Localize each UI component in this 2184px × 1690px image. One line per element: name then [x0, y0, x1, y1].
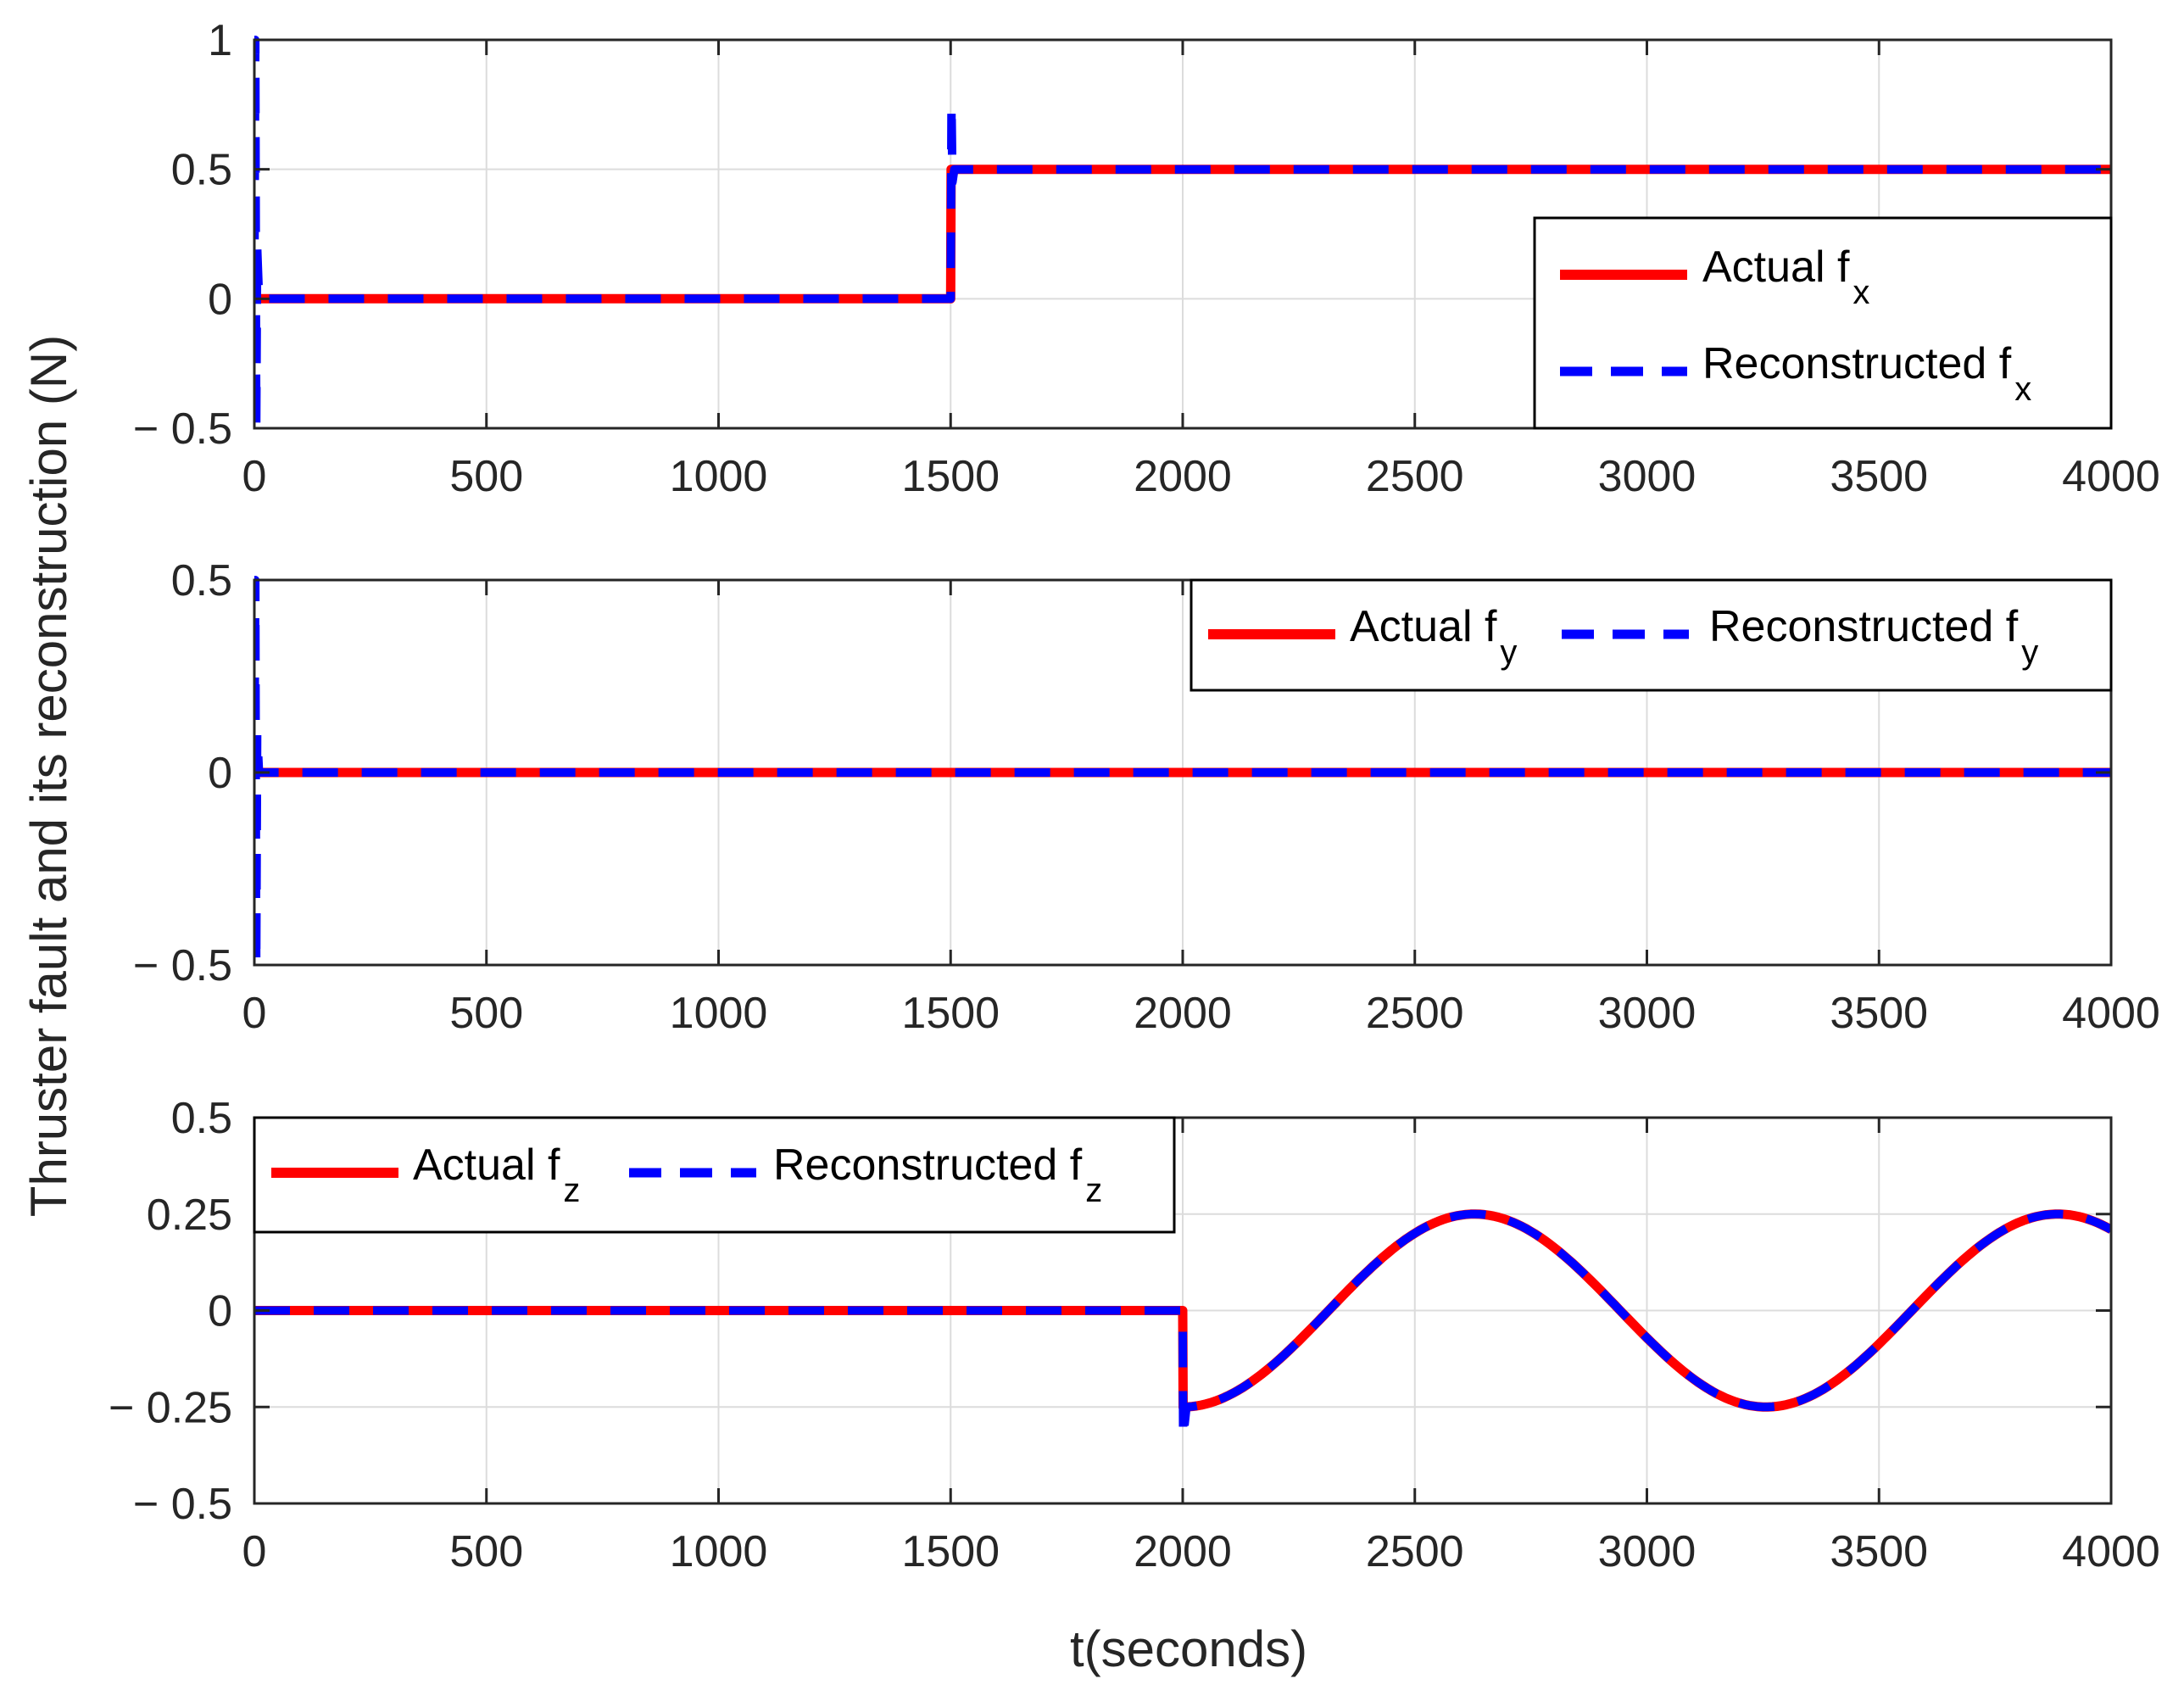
series-group	[254, 1209, 2111, 1442]
x-axis-label: t(seconds)	[1070, 1620, 1307, 1677]
x-tick-label: 3500	[1830, 1527, 1928, 1576]
legend-label-subscript: z	[563, 1172, 580, 1209]
x-tick-label: 0	[242, 1527, 267, 1576]
legend-label: Reconstructed fy	[1709, 602, 2038, 671]
x-tick-label: 1500	[901, 989, 1000, 1038]
legend-label: Actual fx	[1702, 243, 1869, 311]
y-tick-label: 0	[208, 1287, 232, 1336]
x-tick-label: 4000	[2062, 452, 2160, 501]
x-tick-label: 3500	[1830, 989, 1928, 1038]
legend-box	[1190, 578, 2113, 692]
x-tick-label: 2000	[1134, 989, 1232, 1038]
y-tick-label: 1	[208, 16, 232, 65]
legend-box	[1533, 216, 2113, 430]
x-tick-label: 500	[449, 1527, 523, 1576]
legend-label-subscript: y	[2021, 633, 2038, 671]
y-tick-label: − 0.5	[133, 1480, 232, 1529]
legend-label-subscript: x	[2014, 371, 2031, 408]
legend-label-text: Reconstructed f	[1702, 339, 2012, 388]
x-tick-label: 2000	[1134, 1527, 1232, 1576]
x-tick-label: 1000	[670, 452, 768, 501]
legend-label-text: Actual f	[1702, 243, 1850, 292]
y-tick-label: 0	[208, 275, 232, 324]
legend-box	[253, 1116, 1176, 1234]
legend-label-text: Reconstructed f	[1709, 602, 2019, 651]
legend-label: Actual fz	[413, 1141, 580, 1209]
series-line-fy-reconstructed	[254, 576, 2111, 969]
y-tick-label: − 0.5	[133, 404, 232, 454]
x-tick-label: 3000	[1598, 989, 1696, 1038]
series-group	[254, 576, 2111, 969]
legend-label-subscript: x	[1852, 274, 1869, 311]
legend-label: Reconstructed fz	[773, 1141, 1102, 1209]
subplot-fx: 0 500 1000 1500 2000 2500 3000 3500 4000− 0.500.…	[133, 16, 2160, 501]
y-tick-label: 0.5	[171, 1094, 232, 1143]
x-tick-label: 0	[242, 452, 267, 501]
series-line-fx-reconstructed	[254, 36, 2111, 432]
y-tick-label: − 0.5	[133, 941, 232, 990]
x-tick-label: 1000	[670, 1527, 768, 1576]
legend-label: Actual fy	[1350, 602, 1517, 671]
x-tick-label: 3000	[1598, 452, 1696, 501]
legend-label-subscript: y	[1500, 633, 1517, 671]
y-tick-label: 0.5	[171, 146, 232, 195]
legend-label-subscript: z	[1085, 1172, 1102, 1209]
legend-label-text: Reconstructed f	[773, 1141, 1083, 1190]
x-tick-label: 500	[449, 989, 523, 1038]
legend-label-text: Actual f	[413, 1141, 560, 1190]
x-tick-label: 2000	[1134, 452, 1232, 501]
x-tick-label: 4000	[2062, 1527, 2160, 1576]
series-line-fz-reconstructed	[254, 1209, 2111, 1442]
x-tick-label: 1500	[901, 1527, 1000, 1576]
x-tick-label: 2500	[1366, 989, 1464, 1038]
y-axis-label: Thruster fault and its reconstruction (N…	[20, 335, 77, 1217]
x-tick-label: 500	[449, 452, 523, 501]
x-tick-label: 0	[242, 989, 267, 1038]
y-tick-label: 0.25	[147, 1191, 232, 1240]
y-tick-label: 0.5	[171, 556, 232, 605]
series-group	[254, 36, 2111, 432]
x-tick-label: 4000	[2062, 989, 2160, 1038]
x-tick-label: 2500	[1366, 452, 1464, 501]
subplot-fz: 0 500 1000 1500 2000 2500 3000 3500 4000 − 0.5 − 0…	[109, 1094, 2160, 1576]
legend-label-text: Actual f	[1350, 602, 1497, 651]
x-tick-label: 3000	[1598, 1527, 1696, 1576]
y-tick-label: − 0.25	[109, 1383, 232, 1432]
legend-label: Reconstructed fx	[1702, 339, 2031, 408]
x-tick-label: 1500	[901, 452, 1000, 501]
x-tick-label: 1000	[670, 989, 768, 1038]
subplots: 0 500 1000 1500 2000 2500 3000 3500 4000− 0.500.…	[109, 16, 2160, 1576]
x-tick-label: 3500	[1830, 452, 1928, 501]
y-tick-label: 0	[208, 749, 232, 798]
subplot-fy: 0 500 1000 1500 2000 2500 3000 3500 4000− 0.500.…	[133, 556, 2160, 1038]
x-tick-label: 2500	[1366, 1527, 1464, 1576]
